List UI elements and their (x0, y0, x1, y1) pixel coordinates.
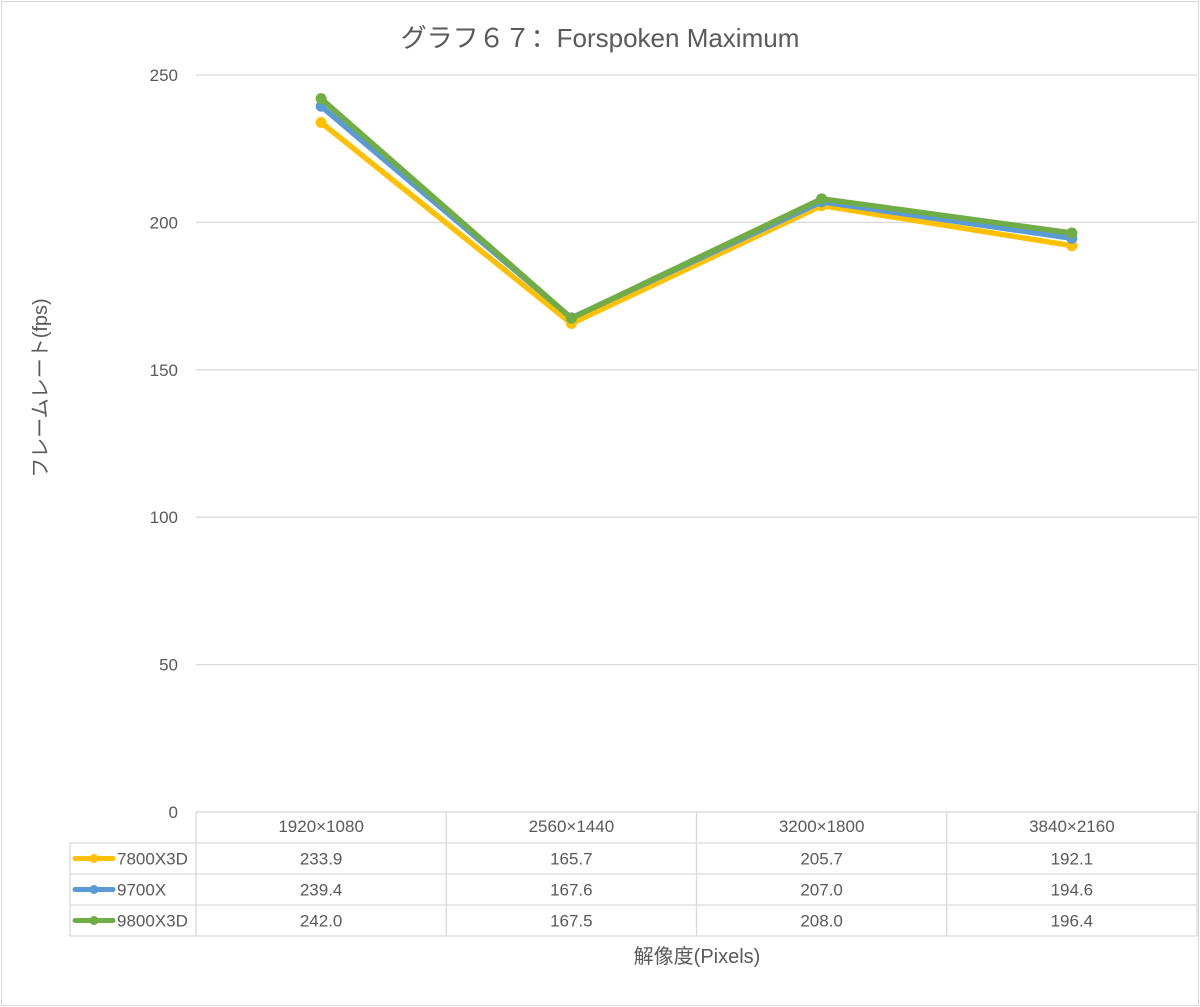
data-table: 1920×1080 2560×1440 3200×1800 3840×2160 7800… (69, 811, 1198, 937)
legend-key-marker-9800X3D (89, 916, 99, 925)
y-tick-label-0: 0 (169, 803, 178, 822)
series-layer (315, 93, 1078, 330)
data-label-7800X3D-2: 205.7 (800, 850, 843, 869)
data-label-9700X-3: 194.6 (1051, 881, 1094, 900)
data-label-9800X3D-1: 167.5 (550, 912, 593, 931)
data-label-9800X3D-2: 208.0 (800, 912, 843, 931)
data-label-9700X-2: 207.0 (800, 881, 843, 900)
legend-label-9800X3D: 9800X3D (117, 912, 188, 931)
legend-key-marker-9700X (89, 885, 99, 894)
x-category-label-0: 1920×1080 (278, 817, 364, 836)
x-category-label-3: 3840×2160 (1029, 817, 1115, 836)
y-tick-label-100: 100 (150, 508, 178, 527)
data-label-9800X3D-0: 242.0 (300, 912, 343, 931)
y-tick-label-250: 250 (150, 66, 178, 85)
x-category-label-2: 3200×1800 (779, 817, 865, 836)
data-label-9700X-0: 239.4 (300, 881, 343, 900)
legend-label-7800X3D: 7800X3D (117, 850, 188, 869)
data-label-9700X-1: 167.6 (550, 881, 593, 900)
y-axis-title: フレームレート(fps) (30, 298, 52, 477)
grid-layer (196, 74, 1197, 813)
point-9800X3D-2 (816, 193, 828, 205)
y-tick-label-200: 200 (150, 213, 178, 232)
point-7800X3D-0 (315, 116, 327, 128)
legend-key-marker-7800X3D (89, 854, 99, 863)
data-label-7800X3D-1: 165.7 (550, 850, 593, 869)
series-line-9800X3D (318, 95, 1075, 321)
data-label-7800X3D-3: 192.1 (1051, 850, 1094, 869)
point-9800X3D-1 (565, 312, 577, 324)
legend-label-9700X: 9700X (117, 881, 166, 900)
point-9800X3D-0 (315, 93, 327, 105)
data-label-7800X3D-0: 233.9 (300, 850, 343, 869)
x-axis-title: 解像度(Pixels) (634, 945, 761, 968)
y-tick-label-150: 150 (150, 361, 178, 380)
point-9800X3D-3 (1066, 227, 1078, 239)
y-axis-ticks: 0 50 100 150 200 250 (150, 66, 178, 822)
series-line-7800X3D (318, 119, 1075, 327)
x-category-label-1: 2560×1440 (529, 817, 615, 836)
y-tick-label-50: 50 (159, 656, 178, 675)
data-label-9800X3D-3: 196.4 (1051, 912, 1094, 931)
chart-title: グラフ６７：Forspoken Maximum (401, 23, 800, 53)
